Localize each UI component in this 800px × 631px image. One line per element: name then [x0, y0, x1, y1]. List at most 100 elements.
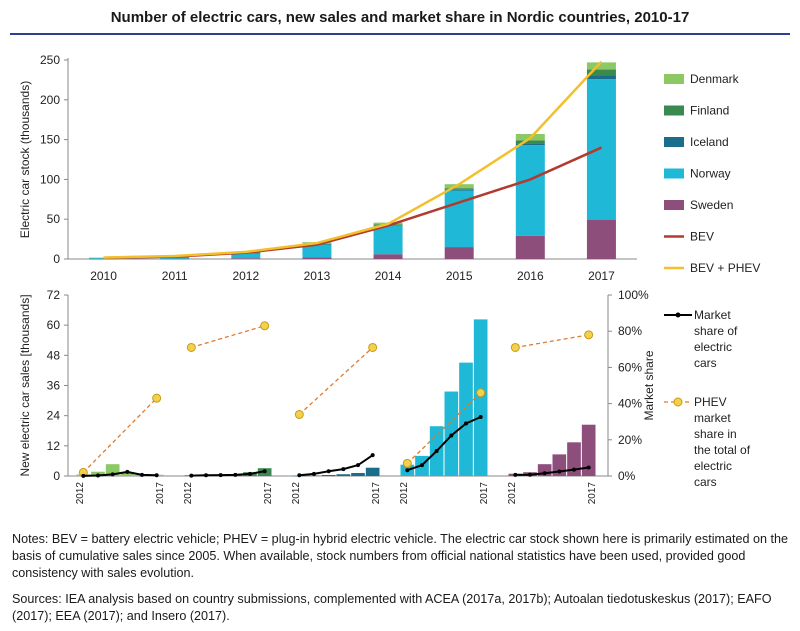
market-share-point — [312, 471, 316, 476]
legend-label: share in — [694, 427, 737, 441]
phev-share-marker — [584, 330, 594, 340]
market-share-point — [81, 473, 86, 478]
phev-share-line — [406, 392, 482, 464]
phev-share-marker — [152, 393, 162, 403]
y2-tick-label: 20% — [618, 433, 642, 447]
y2-tick-label: 100% — [618, 288, 649, 302]
y2-tick-label: 80% — [618, 324, 642, 338]
y-tick-label: 200 — [40, 93, 60, 107]
sales-bar-sweden — [567, 442, 581, 476]
legend-label: Denmark — [690, 72, 740, 86]
phev-share-line — [82, 397, 158, 473]
legend-swatch — [664, 105, 684, 116]
market-share-point — [96, 473, 100, 478]
bar-sweden — [89, 258, 119, 260]
market-share-point — [542, 471, 547, 476]
x-tick-label: 2012 — [291, 482, 302, 505]
market-share-point — [341, 467, 346, 472]
x-tick-label: 2017 — [155, 482, 166, 505]
phev-share-marker — [510, 342, 520, 352]
sales-bar-denmark — [120, 472, 135, 476]
market-share-point — [356, 463, 360, 468]
sales-bar-sweden — [537, 464, 552, 476]
sales-bar-sweden — [581, 424, 596, 476]
market-share-point — [528, 472, 532, 477]
market-share-point — [233, 472, 238, 477]
sales-bar-denmark — [105, 464, 120, 476]
phev-share-marker — [476, 388, 486, 398]
y-tick-label: 24 — [47, 409, 61, 423]
bar-sweden — [160, 258, 190, 260]
market-share-line — [191, 470, 265, 477]
market-share-point — [204, 473, 208, 478]
x-tick-label: 2017 — [588, 269, 615, 283]
market-share-point — [557, 469, 562, 474]
y-tick-label: 150 — [40, 133, 60, 147]
market-share-point — [125, 469, 130, 474]
market-share-point — [262, 469, 267, 474]
market-share-point — [297, 473, 302, 478]
bar-denmark — [89, 257, 119, 259]
x-tick-label: 2013 — [304, 269, 331, 283]
market-share-point — [586, 465, 591, 470]
x-tick-label: 2012 — [232, 269, 259, 283]
bar-sweden — [302, 257, 332, 259]
x-tick-label: 2010 — [90, 269, 117, 283]
legend-swatch — [673, 397, 683, 407]
legend-label: Market — [694, 308, 731, 322]
legend-label: share of — [694, 324, 738, 338]
phev-share-marker — [260, 321, 270, 331]
y-tick-label: 12 — [47, 439, 61, 453]
y-tick-label: 48 — [47, 348, 61, 362]
legend-label: cars — [694, 356, 717, 370]
bar-sweden — [373, 254, 403, 259]
market-share-line — [83, 470, 157, 477]
market-share-point — [248, 471, 252, 476]
x-tick-label: 2016 — [517, 269, 544, 283]
phev-share-line — [515, 334, 589, 349]
bar-sweden — [231, 258, 261, 259]
market-share-point — [140, 472, 144, 477]
bar-finland — [586, 69, 616, 76]
bar-norway — [515, 145, 545, 236]
bar-iceland — [586, 75, 616, 80]
bar-iceland — [444, 189, 474, 191]
legend-swatch — [664, 74, 684, 84]
legend-label: BEV — [690, 230, 714, 244]
x-tick-label: 2017 — [371, 482, 382, 505]
market-share-line — [299, 454, 374, 477]
y2-tick-label: 40% — [618, 397, 642, 411]
y-tick-label: 100 — [40, 172, 60, 186]
x-tick-label: 2011 — [162, 269, 188, 283]
legend-label: cars — [694, 475, 717, 489]
bar-norway — [231, 252, 261, 259]
legend-label: PHEV — [694, 395, 727, 409]
x-tick-label: 2015 — [446, 269, 473, 283]
legend-swatch — [664, 137, 684, 147]
bar-norway — [160, 257, 190, 259]
notes-text: Notes: BEV = battery electric vehicle; P… — [12, 532, 789, 580]
phev-share-marker — [402, 458, 412, 468]
x-tick-label: 2017 — [263, 482, 274, 505]
x-tick-label: 2017 — [479, 482, 490, 505]
legend-label: the total of — [694, 443, 751, 457]
legend-swatch — [664, 200, 684, 210]
sales-bar-norway — [459, 362, 473, 476]
x-tick-label: 2012 — [75, 482, 86, 505]
legend-label: Norway — [690, 167, 731, 181]
bar-denmark — [586, 62, 616, 70]
market-share-point — [154, 473, 159, 478]
market-share-point — [420, 463, 424, 468]
bar-finland — [515, 140, 545, 144]
market-share-point — [189, 473, 194, 478]
phev-share-marker — [294, 409, 304, 419]
market-share-point — [478, 414, 483, 419]
x-tick-label: 2012 — [183, 482, 194, 505]
x-tick-label: 2017 — [587, 482, 598, 505]
y2-tick-label: 60% — [618, 360, 642, 374]
phev-share-marker — [186, 342, 196, 352]
bar-sweden — [444, 247, 474, 259]
y-tick-label: 72 — [47, 288, 61, 302]
y2-tick-label: 0% — [618, 469, 636, 483]
